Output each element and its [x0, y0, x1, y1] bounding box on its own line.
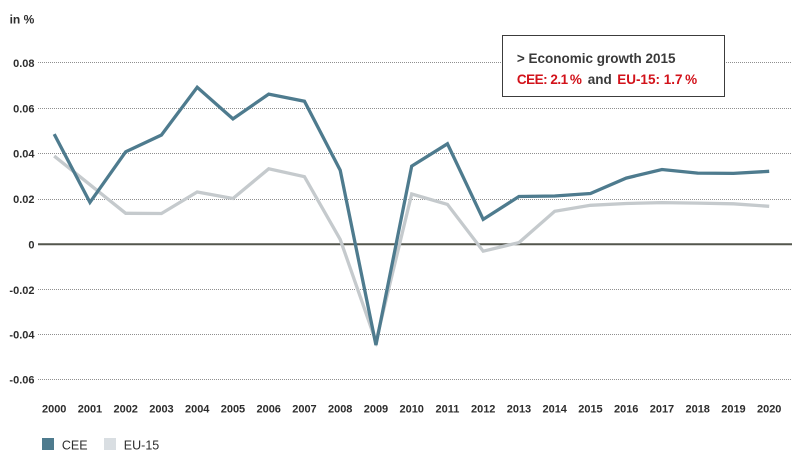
- svg-text:2004: 2004: [185, 403, 210, 415]
- svg-text:2011: 2011: [436, 403, 460, 415]
- svg-text:2003: 2003: [149, 403, 173, 415]
- svg-text:0.08: 0.08: [13, 58, 34, 70]
- svg-text:2001: 2001: [78, 403, 102, 415]
- svg-text:2015: 2015: [578, 403, 602, 415]
- svg-text:2009: 2009: [364, 403, 388, 415]
- svg-text:CEE: CEE: [62, 439, 88, 453]
- svg-text:-0.06: -0.06: [9, 375, 34, 387]
- svg-text:2018: 2018: [685, 403, 709, 415]
- svg-text:> Economic growth 2015: > Economic growth 2015: [517, 51, 676, 66]
- svg-text:-0.02: -0.02: [9, 285, 34, 297]
- svg-text:2000: 2000: [42, 403, 66, 415]
- svg-text:2007: 2007: [292, 403, 316, 415]
- svg-text:2019: 2019: [721, 403, 745, 415]
- svg-text:2020: 2020: [757, 403, 781, 415]
- svg-text:0.06: 0.06: [13, 103, 34, 115]
- svg-text:-0.04: -0.04: [9, 329, 35, 341]
- svg-text:0.04: 0.04: [13, 149, 35, 161]
- svg-text:2002: 2002: [113, 403, 137, 415]
- svg-text:2006: 2006: [256, 403, 280, 415]
- svg-text:2008: 2008: [328, 403, 352, 415]
- svg-text:2013: 2013: [507, 403, 531, 415]
- svg-text:EU-15: EU-15: [124, 439, 159, 453]
- svg-text:2005: 2005: [221, 403, 245, 415]
- svg-text:2017: 2017: [650, 403, 674, 415]
- svg-text:in %: in %: [10, 13, 35, 27]
- svg-text:0: 0: [28, 240, 34, 252]
- svg-text:0.02: 0.02: [13, 194, 34, 206]
- svg-text:2016: 2016: [614, 403, 638, 415]
- svg-text:2012: 2012: [471, 403, 495, 415]
- svg-text:2010: 2010: [399, 403, 423, 415]
- svg-text:2014: 2014: [542, 403, 567, 415]
